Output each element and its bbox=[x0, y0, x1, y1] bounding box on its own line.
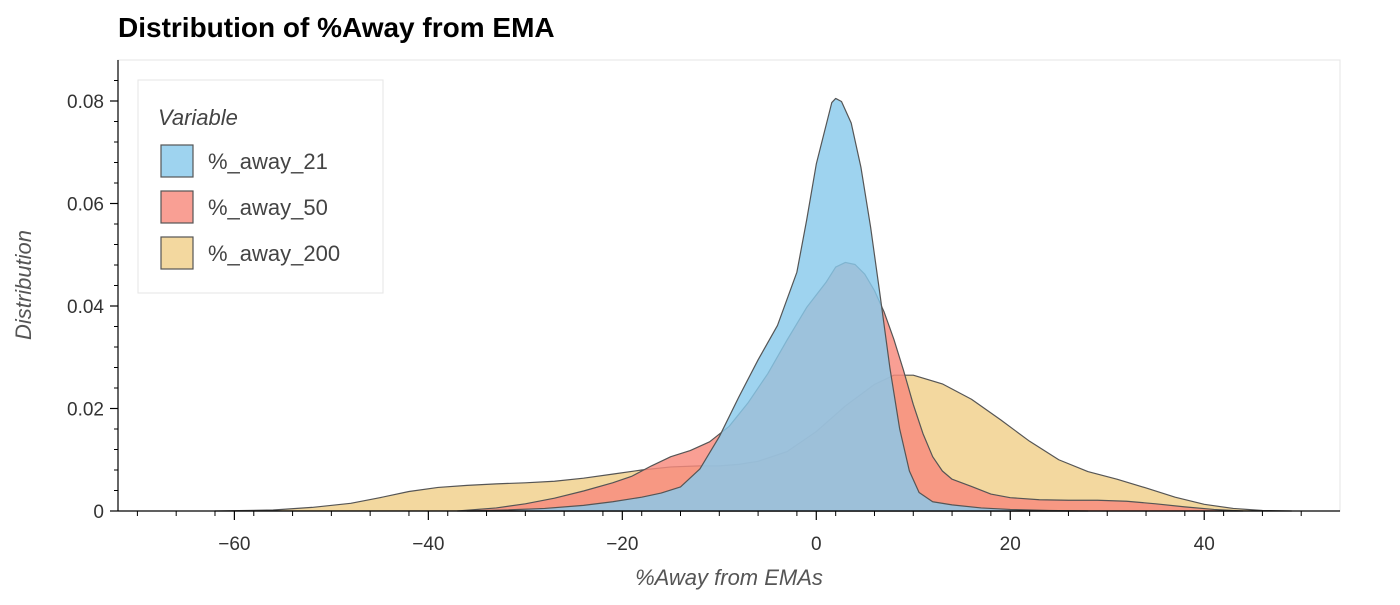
legend-label: %_away_200 bbox=[208, 241, 340, 266]
y-tick-label: 0.04 bbox=[67, 297, 104, 318]
legend-label: %_away_50 bbox=[208, 195, 328, 220]
chart-title: Distribution of %Away from EMA bbox=[118, 12, 555, 43]
x-tick-label: −20 bbox=[606, 534, 638, 555]
series-area-2 bbox=[466, 97, 1089, 512]
y-tick-label: 0.02 bbox=[67, 400, 104, 421]
y-ticks: 0 0.02 0.04 0.06 0.08 bbox=[67, 80, 118, 523]
legend-items: %_away_21 %_away_50 %_away_200 bbox=[160, 144, 340, 270]
series-layer bbox=[214, 97, 1293, 512]
x-tick-label: 40 bbox=[1194, 534, 1215, 555]
x-tick-label: −60 bbox=[218, 534, 250, 555]
y-axis-label: Distribution bbox=[11, 230, 36, 340]
y-tick-label: 0.08 bbox=[67, 92, 104, 113]
y-tick-label: 0 bbox=[93, 502, 104, 523]
legend-label: %_away_21 bbox=[208, 149, 328, 174]
y-tick-label: 0.06 bbox=[67, 195, 104, 216]
x-tick-label: 20 bbox=[1000, 534, 1021, 555]
axes-layer: 0 0.02 0.04 0.06 0.08 −60 −40 −20 0 20 40 bbox=[67, 60, 1340, 555]
x-tick-label: 0 bbox=[811, 534, 822, 555]
legend-swatch bbox=[160, 144, 194, 178]
legend-swatch bbox=[160, 190, 194, 224]
legend-swatch bbox=[160, 236, 194, 270]
legend: Variable %_away_21 %_away_50 %_away_200 bbox=[137, 79, 384, 294]
legend-title: Variable bbox=[158, 105, 238, 130]
x-tick-label: −40 bbox=[412, 534, 444, 555]
x-axis-label: %Away from EMAs bbox=[635, 565, 823, 590]
x-ticks: −60 −40 −20 0 20 40 bbox=[136, 511, 1302, 555]
